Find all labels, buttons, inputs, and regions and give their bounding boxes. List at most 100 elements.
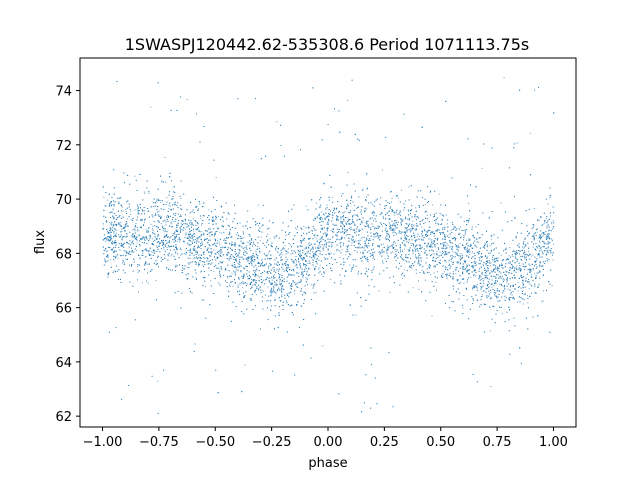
data-point (442, 242, 444, 244)
data-point (141, 220, 143, 222)
data-point (221, 268, 223, 270)
data-point (552, 259, 554, 261)
data-point (152, 251, 154, 253)
data-point (258, 266, 260, 267)
data-point (201, 224, 202, 226)
data-point (349, 264, 351, 266)
data-point (346, 216, 348, 218)
data-point (435, 282, 437, 283)
data-point (215, 177, 217, 179)
data-point (256, 255, 258, 257)
data-point (407, 209, 409, 211)
data-point (236, 258, 237, 260)
data-point (503, 77, 505, 79)
data-point (296, 228, 298, 230)
data-point (347, 99, 349, 101)
data-point (434, 260, 436, 262)
data-point (395, 226, 397, 228)
data-point (231, 249, 233, 250)
data-point (152, 240, 154, 242)
data-point (271, 267, 273, 269)
data-point (278, 254, 280, 256)
data-point (134, 175, 136, 177)
data-point (157, 380, 159, 382)
data-point (254, 283, 256, 285)
data-point (218, 241, 220, 243)
data-point (356, 208, 358, 210)
data-point (381, 225, 383, 227)
data-point (366, 239, 368, 240)
data-point (110, 234, 112, 236)
data-point (144, 218, 146, 220)
data-point (509, 268, 511, 270)
data-point (400, 237, 402, 239)
data-point (534, 273, 536, 275)
data-point (134, 230, 136, 232)
data-point (337, 216, 339, 218)
data-point (325, 257, 327, 259)
data-point (424, 204, 426, 206)
data-point (356, 235, 357, 236)
data-point (527, 302, 529, 304)
data-point (155, 245, 157, 247)
data-point (151, 238, 153, 240)
data-point (271, 279, 273, 281)
data-point (267, 252, 269, 254)
data-point (170, 223, 172, 225)
data-point (452, 271, 454, 273)
data-point (260, 236, 262, 238)
data-point (107, 255, 109, 257)
data-point (302, 238, 304, 240)
data-point (219, 249, 221, 250)
data-point (332, 236, 334, 237)
data-point (463, 269, 465, 271)
data-point (436, 254, 438, 256)
data-point (484, 242, 486, 244)
data-point (354, 204, 355, 206)
data-point (114, 242, 116, 244)
data-point (543, 241, 545, 242)
data-point (200, 271, 202, 273)
data-point (488, 282, 490, 284)
data-point (408, 186, 410, 188)
data-point (541, 301, 543, 303)
data-point (472, 286, 474, 288)
data-point (222, 216, 224, 218)
data-point (259, 277, 260, 279)
data-point (274, 237, 275, 239)
data-point (155, 238, 157, 240)
data-point (517, 290, 519, 292)
data-point (300, 241, 302, 243)
data-point (493, 292, 495, 294)
data-point (507, 288, 509, 290)
data-point (381, 169, 383, 171)
data-point (243, 250, 245, 252)
data-point (121, 230, 123, 232)
data-point (351, 235, 353, 237)
data-point (290, 258, 292, 260)
data-point (330, 252, 332, 254)
data-point (533, 224, 535, 226)
data-point (109, 259, 111, 261)
data-point (269, 263, 271, 265)
data-point (468, 245, 470, 247)
data-point (460, 281, 462, 283)
data-point (200, 235, 202, 237)
data-point (177, 239, 179, 240)
data-point (130, 253, 132, 255)
data-point (345, 234, 347, 236)
data-point (196, 258, 198, 260)
data-point (323, 246, 325, 248)
data-point (521, 246, 523, 248)
data-point (181, 229, 183, 231)
data-point (426, 214, 428, 216)
data-point (237, 284, 239, 286)
data-point (479, 304, 481, 306)
data-point (267, 257, 269, 259)
data-point (175, 220, 177, 222)
data-point (328, 241, 330, 243)
data-point (460, 256, 462, 258)
data-point (344, 262, 346, 263)
data-point (104, 205, 106, 207)
data-point (314, 236, 316, 238)
